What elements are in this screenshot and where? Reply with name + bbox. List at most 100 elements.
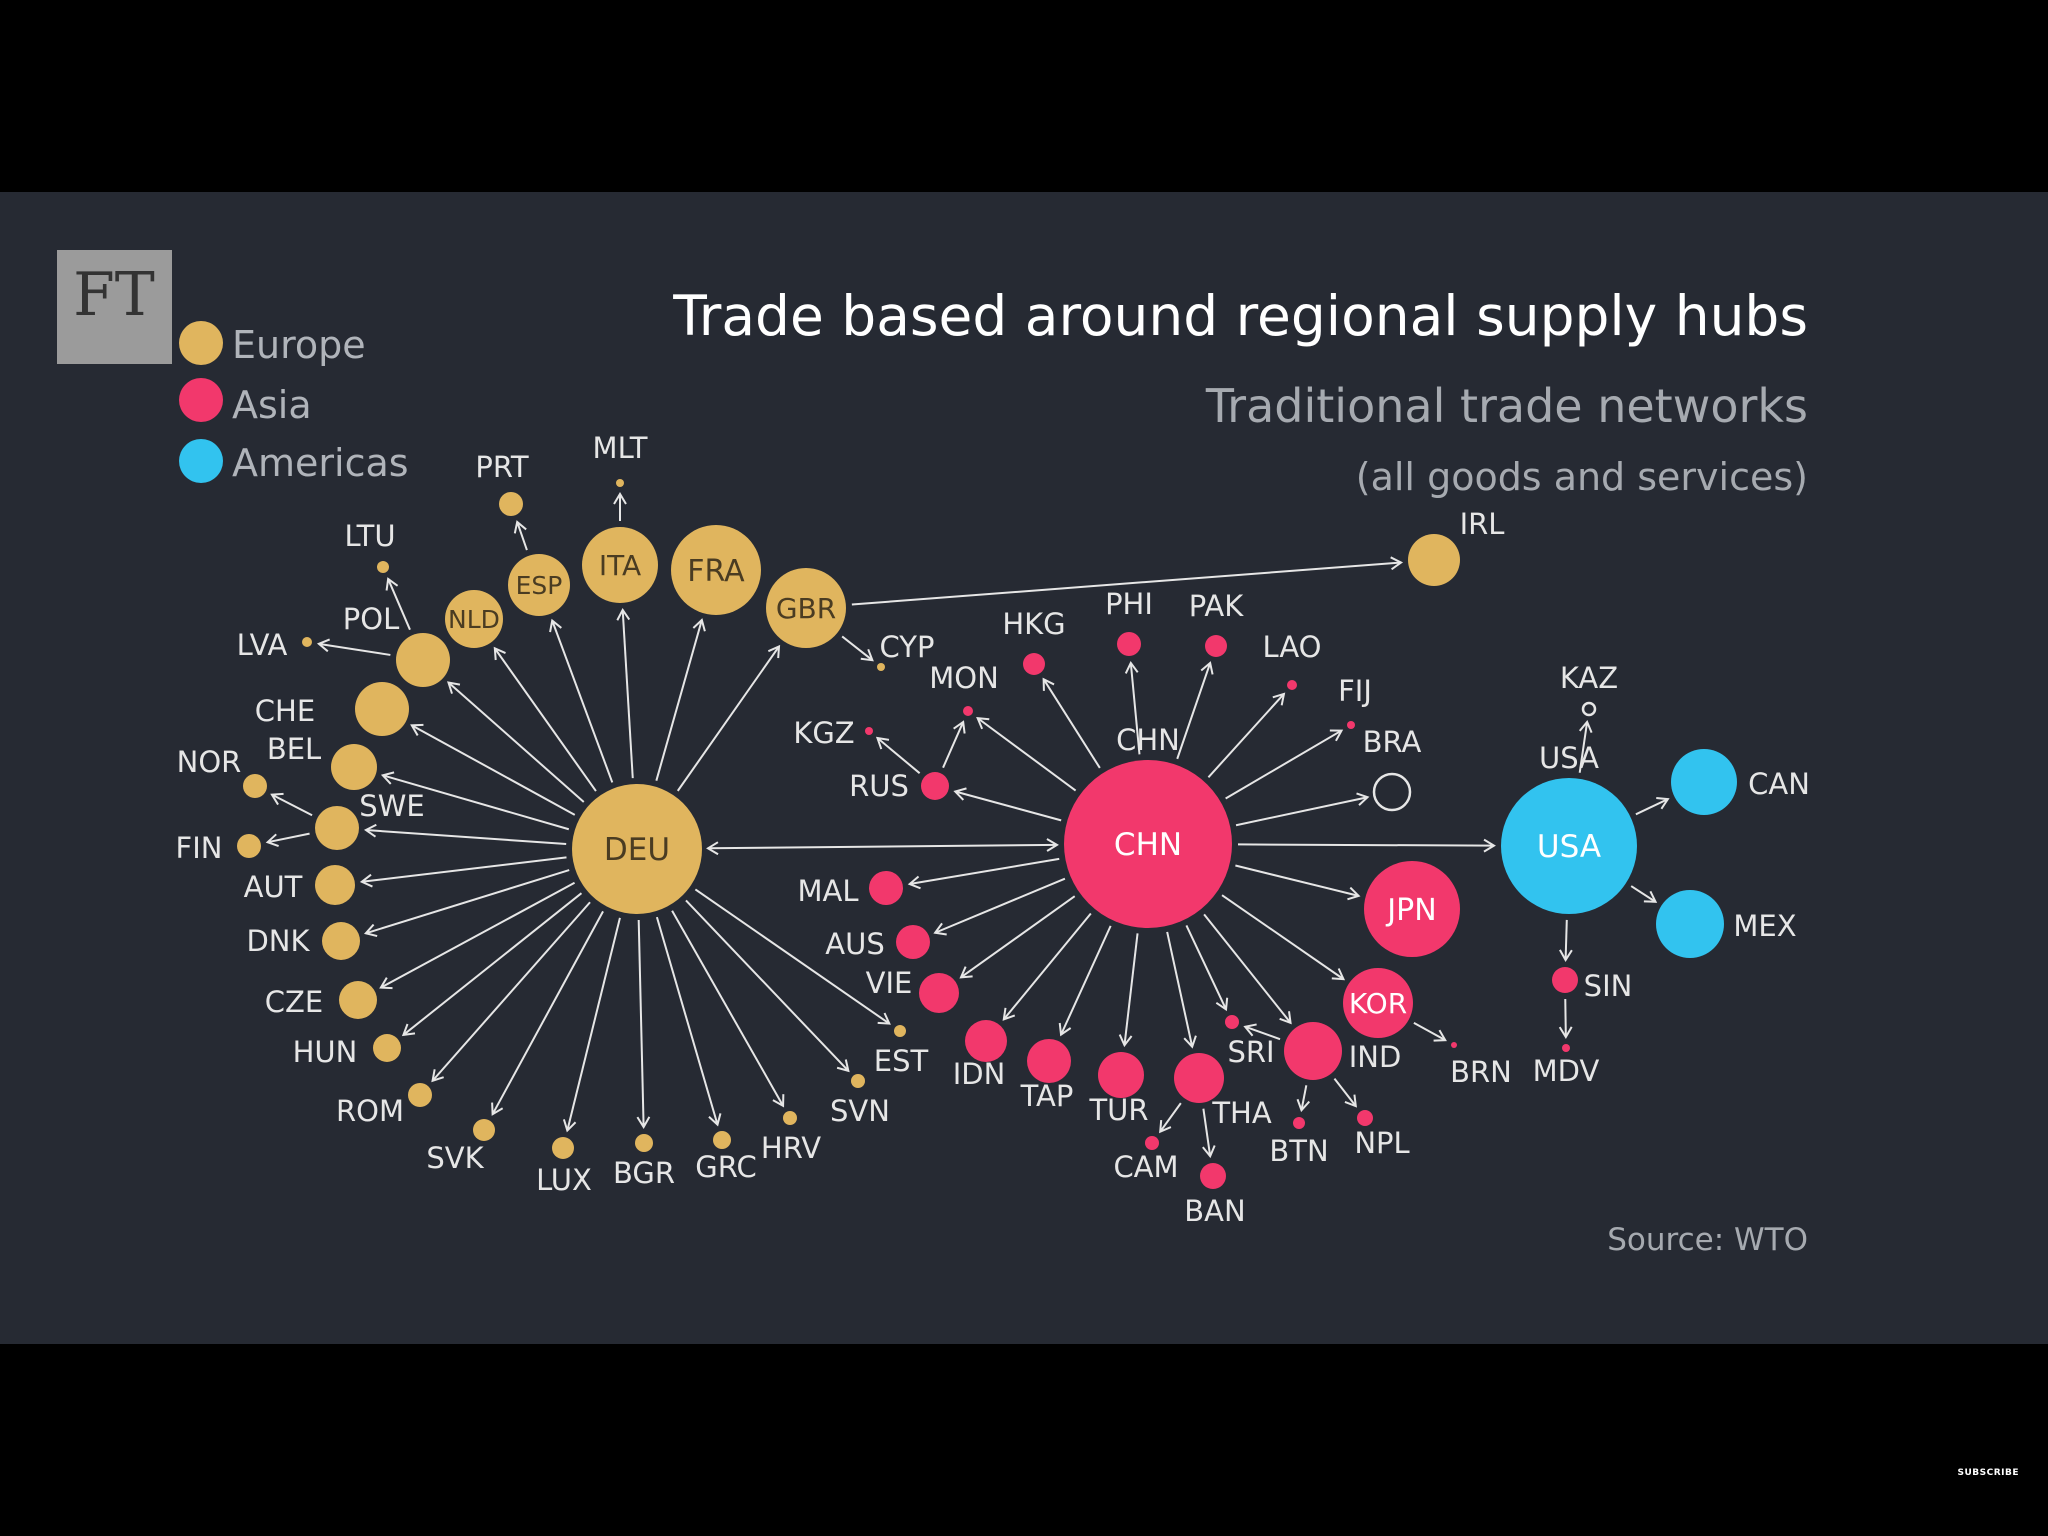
link-deu-pol — [447, 681, 585, 803]
node-label-hun: HUN — [293, 1035, 358, 1069]
node-swe — [315, 806, 359, 850]
link-deu-chn — [706, 838, 1059, 856]
legend-label-americas: Americas — [232, 441, 409, 485]
nodes-layer — [237, 479, 1737, 1189]
link-chn-hkg — [1042, 677, 1101, 769]
link-chn-tha — [1166, 931, 1197, 1049]
node-dnk — [322, 922, 360, 960]
link-deu-aut — [359, 856, 567, 888]
link-deu-fra — [655, 618, 706, 781]
link-usa-sin — [1559, 919, 1573, 962]
node-bgr — [635, 1134, 653, 1152]
node-label-mon: MON — [929, 661, 999, 695]
link-esp-prt — [513, 520, 528, 551]
node-tha — [1174, 1053, 1224, 1103]
node-ind — [1284, 1022, 1342, 1080]
link-chn-vie — [959, 895, 1076, 979]
node-label-irl: IRL — [1460, 507, 1505, 541]
node-rom — [408, 1083, 432, 1107]
link-deu-nld — [493, 646, 597, 792]
link-chn-usa — [1237, 838, 1496, 853]
link-chn-fij — [1225, 729, 1344, 800]
node-btn — [1293, 1117, 1305, 1129]
link-deu-cze — [379, 881, 576, 990]
node-label-che: CHE — [255, 694, 315, 728]
link-chn-bra — [1235, 792, 1370, 827]
link-pol-ltu — [385, 577, 411, 631]
ft-logo-text: FT — [73, 260, 155, 330]
node-label-fra: FRA — [687, 554, 745, 589]
node-cam — [1145, 1136, 1159, 1150]
node-label-sin: SIN — [1584, 969, 1633, 1003]
node-brn — [1451, 1042, 1457, 1048]
node-label-deu: DEU — [604, 832, 670, 868]
node-rus — [921, 772, 949, 800]
node-che — [355, 682, 409, 736]
link-deu-est — [694, 888, 891, 1025]
node-label-svn: SVN — [830, 1094, 890, 1128]
node-mal — [869, 871, 903, 905]
link-ind-npl — [1333, 1078, 1357, 1108]
node-label-npl: NPL — [1354, 1126, 1409, 1160]
link-chn-tap — [1058, 925, 1112, 1037]
node-label-pol: POL — [343, 602, 399, 636]
node-label-fij: FIJ — [1338, 674, 1372, 708]
node-label-rom: ROM — [336, 1094, 404, 1128]
node-label-grc: GRC — [695, 1150, 756, 1184]
node-label-cze: CZE — [265, 985, 323, 1019]
node-label-bel: BEL — [267, 732, 321, 766]
node-label-hrv: HRV — [761, 1131, 821, 1165]
link-chn-aus — [933, 877, 1066, 936]
node-hkg — [1023, 653, 1045, 675]
node-kgz — [865, 727, 873, 735]
link-usa-mex — [1630, 885, 1658, 903]
link-deu-bgr — [636, 919, 651, 1129]
node-svk — [473, 1119, 495, 1141]
node-aut — [315, 865, 355, 905]
subscribe-watermark: SUBSCRIBE — [1957, 1468, 2019, 1478]
node-label-phi: PHI — [1105, 587, 1153, 621]
node-label-mdv: MDV — [1533, 1054, 1600, 1088]
node-fij — [1347, 721, 1355, 729]
node-hrv — [783, 1111, 797, 1125]
link-pol-lva — [316, 638, 391, 656]
node-ltu — [377, 561, 389, 573]
node-bel — [331, 744, 377, 790]
legend-swatch-asia — [179, 378, 223, 422]
node-kaz — [1581, 701, 1597, 717]
node-label-idn: IDN — [953, 1057, 1006, 1091]
link-tha-cam — [1159, 1102, 1182, 1134]
node-label-ban: BAN — [1184, 1194, 1245, 1228]
link-deu-hun — [401, 892, 583, 1037]
source-note: Source: WTO — [1607, 1222, 1808, 1258]
link-rus-kgz — [875, 736, 921, 774]
link-deu-grc — [655, 916, 722, 1127]
node-chn — [1064, 760, 1232, 928]
legend: Europe Asia Americas — [179, 321, 409, 485]
node-svn — [851, 1074, 865, 1088]
node-label-pak: PAK — [1189, 589, 1244, 623]
legend-swatch-europe — [179, 321, 223, 365]
link-ind-btn — [1296, 1085, 1311, 1113]
link-rus-mon — [942, 720, 966, 769]
node-label-est: EST — [874, 1044, 929, 1078]
labels-layer: DEU CHN USA GBR FRA ITA ESP NLD POL CHE BEL SWE AUT D… — [176, 431, 1810, 1228]
node-label-kgz: KGZ — [793, 716, 854, 750]
link-tha-ban — [1202, 1108, 1216, 1159]
node-label-mlt: MLT — [593, 431, 648, 465]
node-label-brn: BRN — [1450, 1055, 1512, 1089]
node-label-jpn: JPN — [1385, 893, 1436, 928]
node-label-bra: BRA — [1363, 725, 1422, 759]
link-deu-ita — [616, 607, 634, 779]
node-npl — [1357, 1110, 1373, 1126]
node-label-tur: TUR — [1088, 1093, 1148, 1127]
link-chn-mal — [907, 857, 1060, 890]
node-kor — [1343, 968, 1413, 1038]
node-label-svk: SVK — [426, 1141, 484, 1175]
node-bra — [1372, 772, 1412, 812]
node-label-rus: RUS — [849, 769, 909, 803]
node-label-ltu: LTU — [344, 519, 395, 553]
node-label-nld: NLD — [448, 605, 500, 634]
node-label-cyp: CYP — [880, 630, 935, 664]
link-sin-mdv — [1558, 998, 1573, 1039]
